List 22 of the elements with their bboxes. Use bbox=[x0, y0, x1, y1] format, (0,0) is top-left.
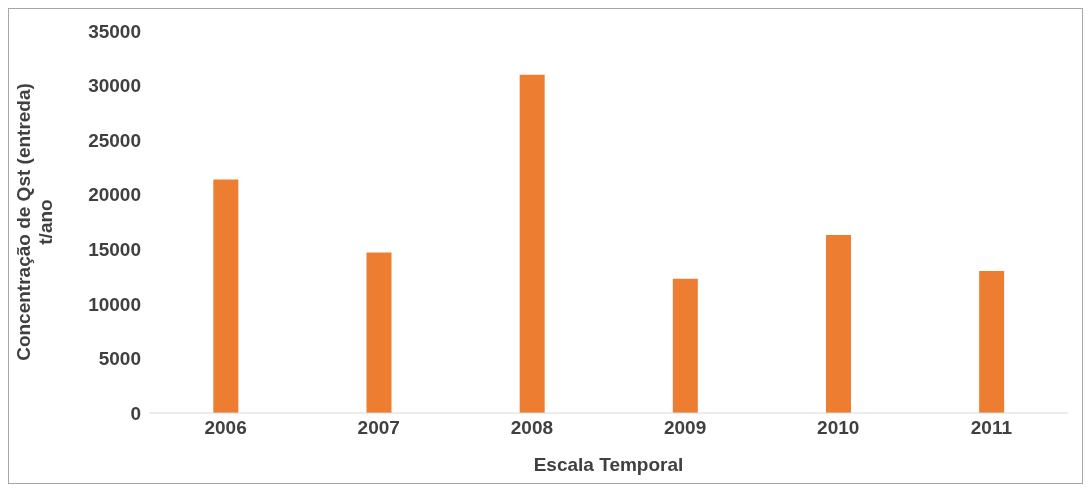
bar bbox=[519, 74, 545, 413]
y-tick-label: 30000 bbox=[88, 75, 141, 97]
y-tick-label: 25000 bbox=[88, 129, 141, 151]
y-tick-label: 35000 bbox=[88, 20, 141, 42]
bar bbox=[672, 278, 698, 413]
bar bbox=[213, 179, 239, 413]
y-axis-title: Concentração de Qst (entreda) t/ano bbox=[13, 83, 56, 361]
bar bbox=[979, 271, 1005, 413]
bar bbox=[366, 252, 392, 413]
x-tick-label: 2008 bbox=[510, 417, 554, 439]
y-tick-label: 5000 bbox=[98, 348, 141, 370]
x-tick-label: 2006 bbox=[204, 417, 247, 439]
x-tick-label: 2011 bbox=[970, 417, 1013, 439]
y-tick-label: 20000 bbox=[88, 184, 141, 206]
x-tick-label: 2009 bbox=[663, 417, 707, 439]
bar bbox=[826, 235, 851, 413]
x-axis-title: Escala Temporal bbox=[533, 454, 684, 475]
y-tick-label: 0 bbox=[130, 402, 141, 424]
x-tick-label: 2010 bbox=[817, 417, 860, 439]
y-tick-label: 15000 bbox=[88, 239, 141, 261]
y-tick-label: 10000 bbox=[88, 293, 141, 315]
x-tick-label: 2007 bbox=[357, 417, 400, 439]
